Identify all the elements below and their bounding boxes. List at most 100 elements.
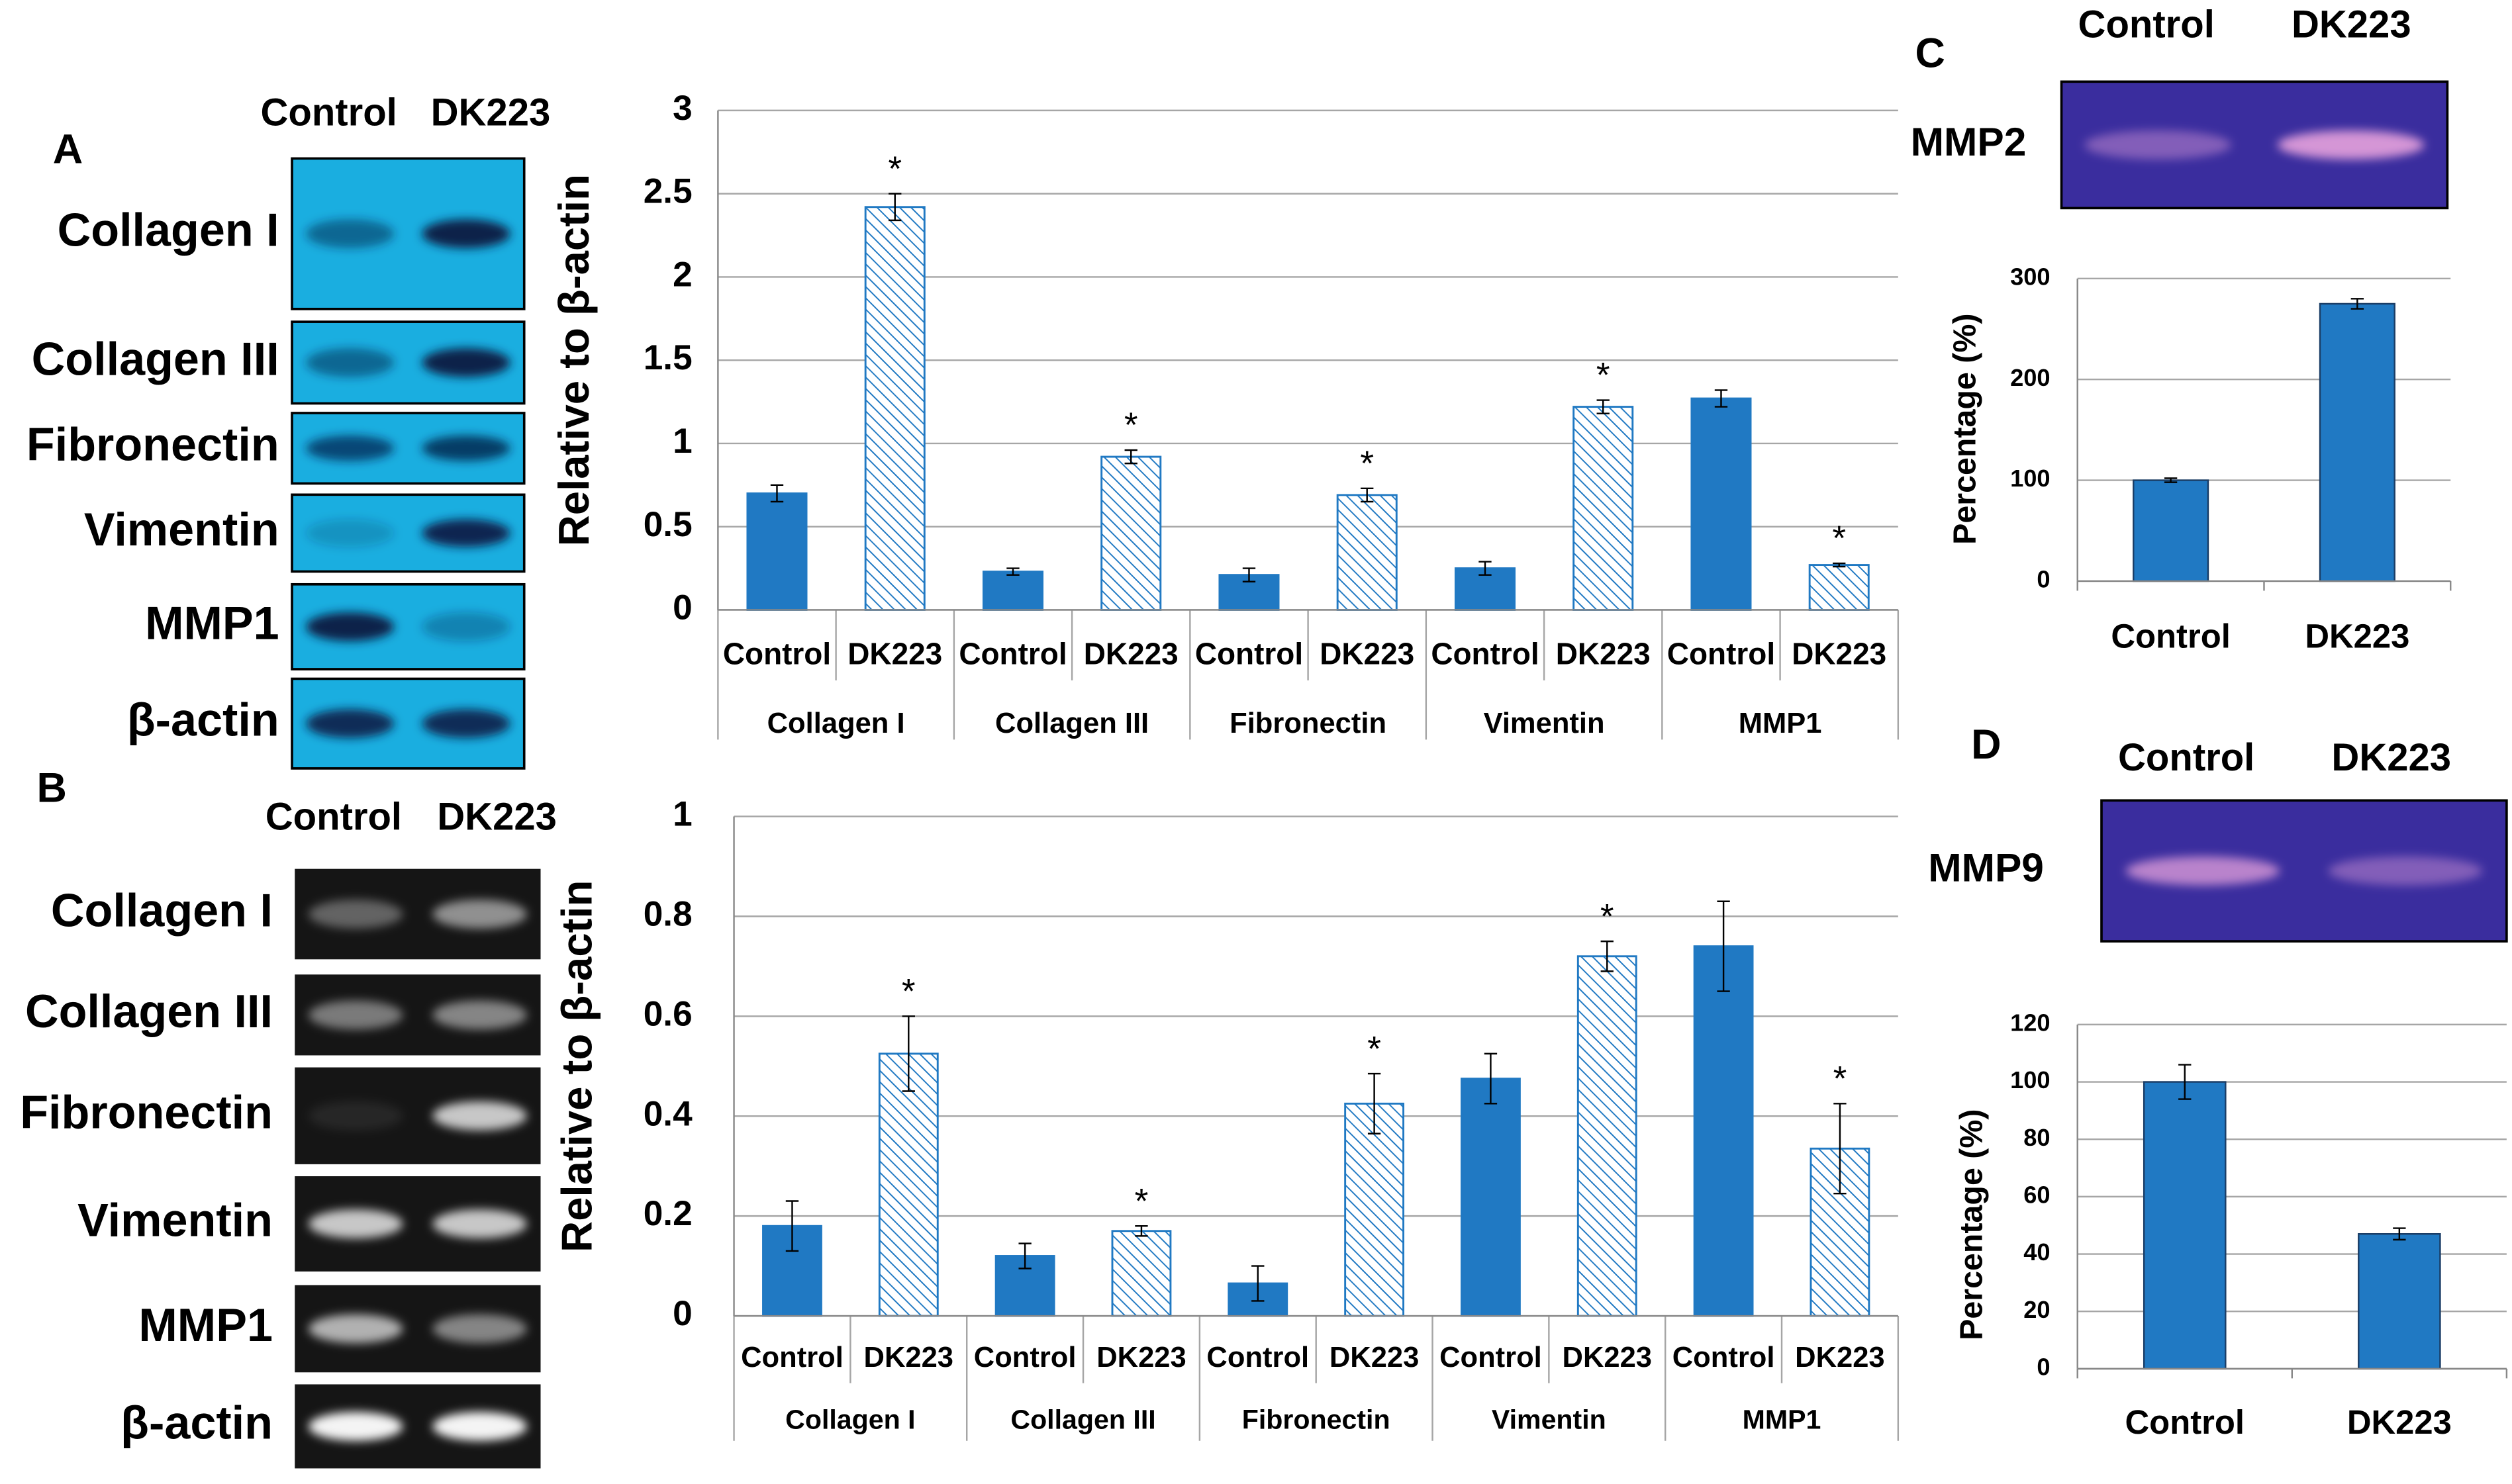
blot-band bbox=[432, 1314, 527, 1344]
y-tick-label: 80 bbox=[2023, 1124, 2050, 1151]
x-tick-label: DK223 bbox=[2305, 617, 2409, 655]
lane-header: DK223 bbox=[431, 91, 551, 134]
x-tick-label: Control bbox=[2111, 617, 2230, 655]
bar bbox=[982, 571, 1043, 611]
blot-band bbox=[2277, 130, 2425, 160]
x-group-label: Collagen III bbox=[995, 708, 1149, 739]
lane-header: Control bbox=[266, 796, 402, 839]
x-group-label: Collagen III bbox=[1010, 1405, 1155, 1435]
bar bbox=[864, 206, 926, 611]
bar bbox=[1808, 564, 1870, 611]
x-tick-label: Control bbox=[1206, 1342, 1309, 1373]
y-tick-label: 200 bbox=[2010, 364, 2051, 391]
lane-header: DK223 bbox=[2331, 736, 2451, 779]
bar bbox=[746, 492, 808, 611]
error-bar bbox=[1600, 940, 1614, 972]
bar bbox=[1461, 1078, 1521, 1317]
x-tick-label: Control bbox=[1195, 637, 1303, 671]
panel-label: C bbox=[1915, 30, 1945, 76]
x-tick-label: DK223 bbox=[2347, 1403, 2452, 1441]
blot-band bbox=[308, 1412, 403, 1441]
y-tick-label: 2 bbox=[673, 255, 693, 294]
blot-band bbox=[432, 1000, 527, 1030]
blot-row-label: MMP1 bbox=[138, 1299, 273, 1351]
lane-header: Control bbox=[2078, 3, 2215, 46]
x-tick-label: Control bbox=[1672, 1342, 1775, 1373]
y-tick-label: 0 bbox=[2037, 1353, 2050, 1380]
blot-row-label: Collagen III bbox=[25, 986, 273, 1037]
bar bbox=[878, 1052, 939, 1317]
significance-mark: * bbox=[1832, 519, 1846, 558]
bar bbox=[1111, 1230, 1172, 1317]
blot-band bbox=[432, 900, 527, 929]
error-bar bbox=[1367, 1072, 1381, 1135]
y-axis-label: Relative to β-actin bbox=[553, 880, 601, 1252]
error-bar bbox=[1484, 1052, 1498, 1105]
error-bar bbox=[1717, 900, 1730, 992]
y-tick-label: 60 bbox=[2023, 1181, 2050, 1208]
error-bar bbox=[1242, 567, 1256, 582]
error-bar bbox=[1833, 1103, 1847, 1195]
x-group-label: Vimentin bbox=[1484, 708, 1605, 739]
blot-band bbox=[422, 709, 510, 738]
blot-band bbox=[308, 1314, 403, 1344]
bar bbox=[2319, 302, 2395, 582]
significance-mark: * bbox=[1124, 406, 1138, 445]
blot-band bbox=[2125, 856, 2280, 886]
significance-mark: * bbox=[1833, 1060, 1847, 1099]
significance-mark: * bbox=[1135, 1182, 1149, 1221]
blot-row-label: MMP2 bbox=[1911, 119, 2027, 164]
blot-band bbox=[422, 519, 510, 547]
x-tick-label: DK223 bbox=[864, 1342, 953, 1373]
blot-band bbox=[306, 348, 395, 377]
error-bar bbox=[902, 1015, 915, 1092]
bar bbox=[2358, 1232, 2441, 1370]
error-bar bbox=[785, 1200, 799, 1252]
blot-band bbox=[308, 1101, 403, 1131]
x-group-label: Collagen I bbox=[785, 1405, 915, 1435]
x-tick-label: DK223 bbox=[1320, 637, 1414, 671]
bar bbox=[1690, 397, 1752, 611]
x-tick-label: DK223 bbox=[1792, 637, 1886, 671]
bar bbox=[1576, 955, 1637, 1317]
error-bar bbox=[2393, 1227, 2406, 1241]
blot-band bbox=[432, 1412, 527, 1441]
x-tick-label: DK223 bbox=[1556, 637, 1651, 671]
y-tick-label: 0 bbox=[2037, 566, 2050, 593]
x-tick-label: DK223 bbox=[1329, 1342, 1419, 1373]
x-group-label: Collagen I bbox=[767, 708, 905, 739]
x-group-label: Fibronectin bbox=[1242, 1405, 1390, 1435]
blot-row-label: Collagen III bbox=[32, 333, 279, 385]
blot-band bbox=[422, 612, 510, 641]
error-bar bbox=[1018, 1242, 1032, 1270]
blot-band bbox=[306, 519, 395, 547]
significance-mark: * bbox=[1600, 897, 1614, 936]
blot-row-label: Vimentin bbox=[84, 504, 279, 555]
x-tick-label: DK223 bbox=[1795, 1342, 1884, 1373]
error-bar bbox=[1124, 449, 1137, 465]
blot-band bbox=[306, 436, 395, 461]
error-bar bbox=[1006, 567, 1020, 576]
lane-header: Control bbox=[2118, 736, 2254, 779]
x-tick-label: DK223 bbox=[1563, 1342, 1652, 1373]
y-tick-label: 100 bbox=[2010, 1066, 2051, 1093]
y-tick-label: 1 bbox=[673, 422, 693, 461]
y-tick-label: 40 bbox=[2023, 1238, 2050, 1266]
y-axis-label: Percentage (%) bbox=[1953, 1109, 1989, 1340]
error-bar bbox=[2350, 298, 2364, 310]
y-tick-label: 1 bbox=[673, 795, 693, 834]
error-bar bbox=[1135, 1225, 1148, 1237]
blot-band bbox=[432, 1209, 527, 1238]
significance-mark: * bbox=[902, 972, 916, 1011]
blot-band bbox=[306, 709, 395, 738]
significance-mark: * bbox=[1596, 356, 1610, 395]
panel-label: A bbox=[53, 126, 83, 172]
blot-row-label: Vimentin bbox=[77, 1195, 273, 1246]
y-tick-label: 2.5 bbox=[644, 172, 693, 211]
error-bar bbox=[2178, 1064, 2192, 1100]
blot-band bbox=[308, 1000, 403, 1030]
blot-row-label: Fibronectin bbox=[26, 419, 279, 471]
blot-row-label: β-actin bbox=[127, 694, 279, 746]
x-group-label: MMP1 bbox=[1739, 708, 1822, 739]
